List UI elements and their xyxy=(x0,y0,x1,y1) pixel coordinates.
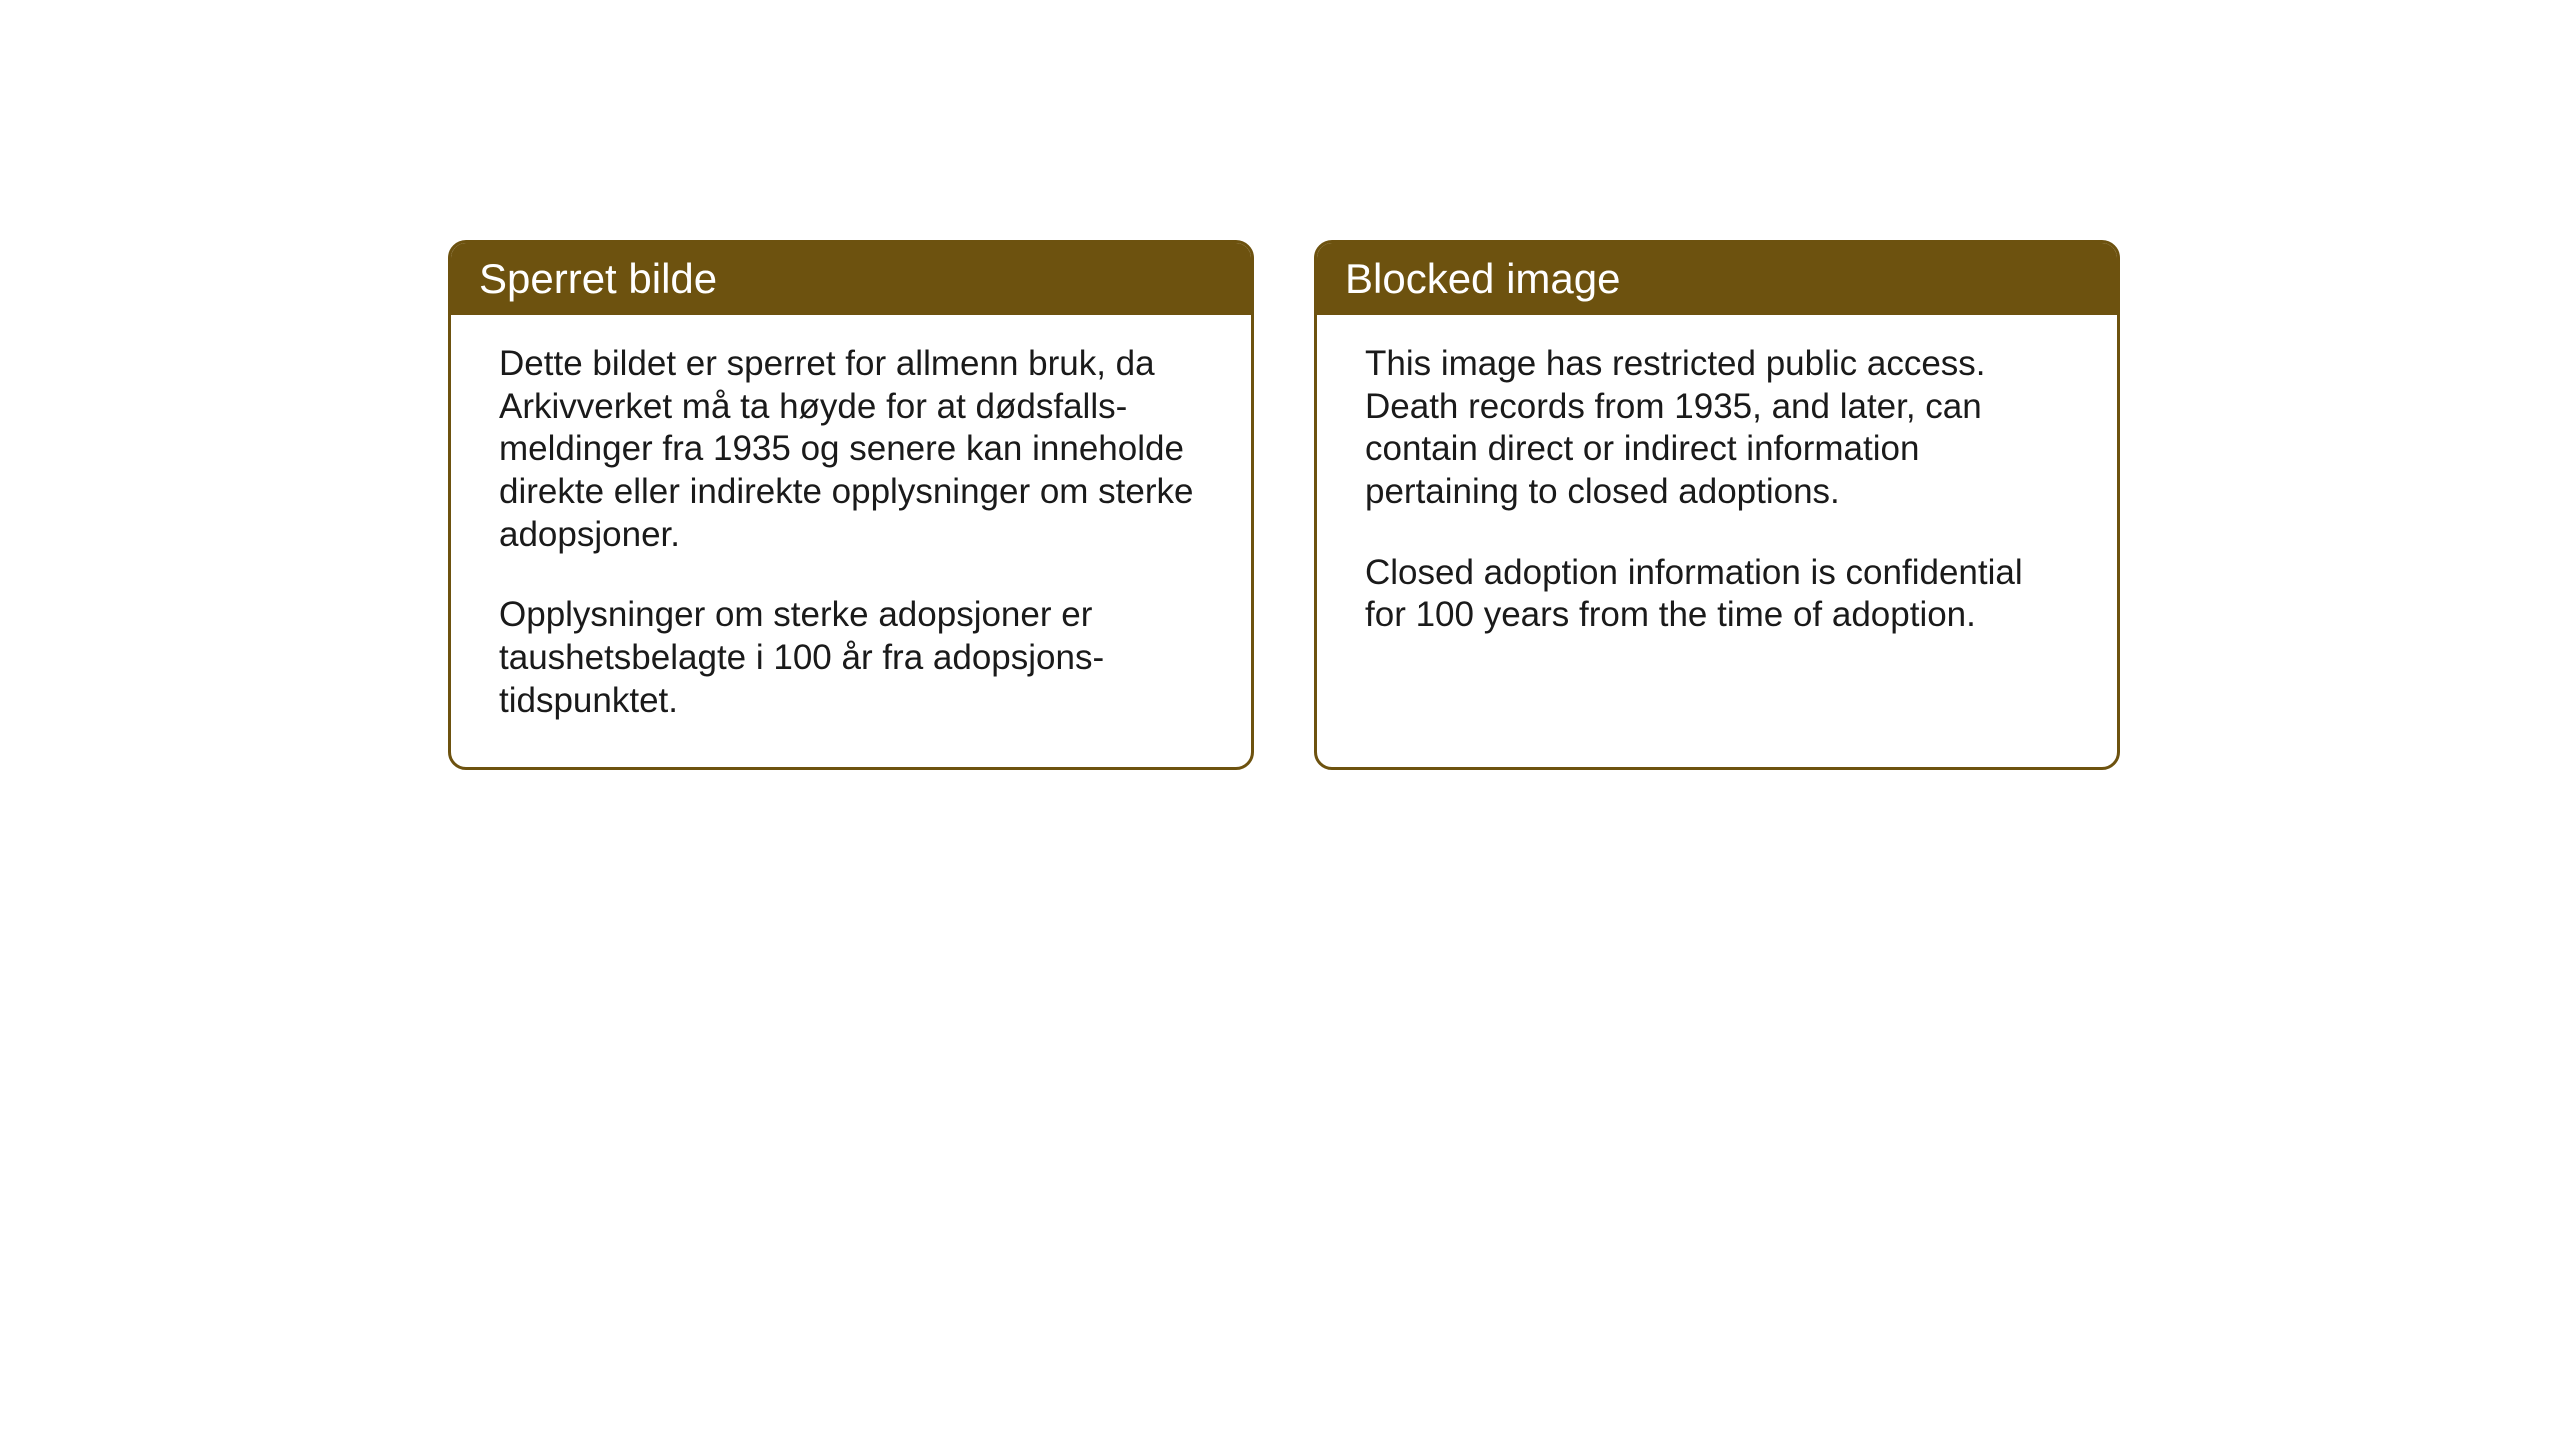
norwegian-paragraph-2: Opplysninger om sterke adopsjoner er tau… xyxy=(499,594,1203,722)
norwegian-paragraph-1: Dette bildet er sperret for allmenn bruk… xyxy=(499,343,1203,556)
english-paragraph-2: Closed adoption information is confident… xyxy=(1365,552,2069,637)
english-card-body: This image has restricted public access.… xyxy=(1317,315,2117,681)
norwegian-card-title: Sperret bilde xyxy=(451,243,1251,315)
norwegian-card-body: Dette bildet er sperret for allmenn bruk… xyxy=(451,315,1251,767)
english-card-title: Blocked image xyxy=(1317,243,2117,315)
english-notice-card: Blocked image This image has restricted … xyxy=(1314,240,2120,770)
english-paragraph-1: This image has restricted public access.… xyxy=(1365,343,2069,514)
norwegian-notice-card: Sperret bilde Dette bildet er sperret fo… xyxy=(448,240,1254,770)
notice-cards-container: Sperret bilde Dette bildet er sperret fo… xyxy=(448,240,2120,770)
